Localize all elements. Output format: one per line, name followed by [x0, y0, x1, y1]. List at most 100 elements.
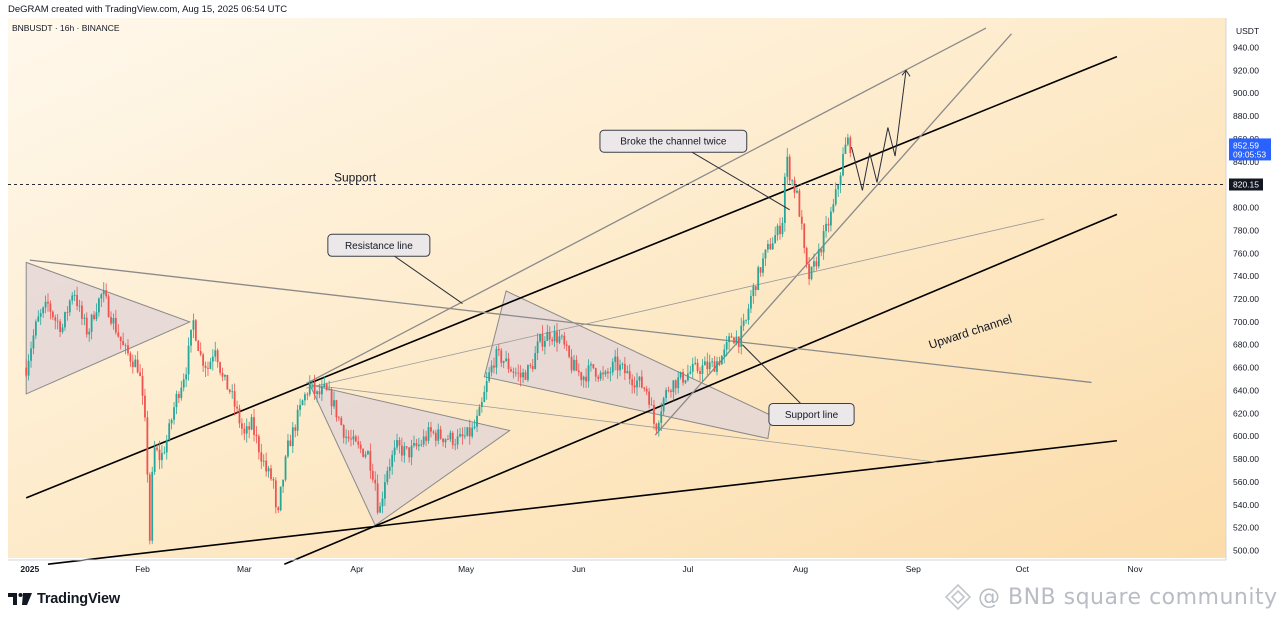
- candle: [759, 266, 762, 277]
- candle: [798, 188, 801, 218]
- candle: [110, 311, 112, 326]
- candle: [173, 402, 175, 425]
- candle: [88, 328, 91, 342]
- support-price-value: 820.15: [1233, 180, 1259, 190]
- candle: [197, 339, 200, 352]
- candle: [144, 388, 146, 422]
- candle: [454, 438, 457, 451]
- candle: [112, 313, 115, 330]
- candle: [359, 441, 362, 454]
- candle: [165, 434, 168, 460]
- candle: [813, 253, 815, 273]
- candle: [577, 363, 580, 377]
- trendline-upward-channel-upper[interactable]: [25, 55, 1118, 499]
- candle: [522, 368, 524, 384]
- time-tick: Feb: [135, 564, 150, 574]
- candle: [340, 416, 343, 426]
- candle: [337, 416, 340, 422]
- candle: [253, 409, 255, 442]
- time-tick: 2025: [20, 564, 39, 574]
- annotation-box[interactable]: [768, 402, 855, 426]
- candle: [490, 360, 493, 377]
- annotation-text: Resistance line: [345, 241, 413, 252]
- candle: [611, 358, 614, 376]
- candle: [570, 349, 573, 374]
- trendline-thin-diagonal[interactable]: [306, 218, 1045, 389]
- candle: [335, 399, 338, 422]
- candle: [733, 336, 735, 344]
- candle: [190, 329, 192, 353]
- candle: [151, 466, 154, 544]
- price-tick: 740.00: [1233, 271, 1259, 281]
- candle: [357, 435, 360, 449]
- candle: [325, 382, 328, 392]
- candle: [73, 290, 76, 302]
- candle: [514, 367, 517, 377]
- candle: [471, 422, 474, 439]
- price-tick: 720.00: [1233, 294, 1259, 304]
- candle: [49, 300, 52, 320]
- candle: [689, 365, 692, 375]
- candle: [466, 426, 469, 437]
- candle: [97, 297, 100, 317]
- candle: [141, 368, 144, 405]
- candle: [607, 367, 609, 379]
- annotation-box[interactable]: [599, 129, 748, 153]
- pattern-triangle-jan[interactable]: [25, 261, 192, 395]
- candle: [846, 133, 849, 147]
- candle: [386, 466, 389, 485]
- trendline-outer-channel[interactable]: [305, 27, 987, 385]
- candle: [643, 386, 646, 392]
- candle: [131, 354, 134, 374]
- candle: [810, 266, 813, 281]
- candle: [277, 506, 280, 513]
- candle: [674, 379, 677, 395]
- time-tick: May: [458, 564, 475, 574]
- trendline-upward-channel-lower[interactable]: [284, 213, 1118, 565]
- price-axis[interactable]: 940.00920.00900.00880.00860.00840.00820.…: [1229, 43, 1271, 556]
- candle: [354, 434, 357, 443]
- candle: [219, 361, 221, 376]
- candle: [291, 421, 294, 453]
- candle: [793, 176, 796, 199]
- candle: [238, 404, 241, 428]
- trendline-bottom-support[interactable]: [47, 439, 1118, 566]
- price-tick: 780.00: [1233, 225, 1259, 235]
- candle: [209, 357, 212, 370]
- candle: [536, 333, 539, 361]
- price-tick: 580.00: [1233, 454, 1259, 464]
- trendline-flag-extension[interactable]: [309, 384, 939, 463]
- last-price-value: 852.59: [1233, 140, 1259, 150]
- price-tick: 760.00: [1233, 248, 1259, 258]
- time-axis[interactable]: 2025 Feb Mar Apr May Jun Jul Aug Sep Oct Nov: [20, 564, 1143, 574]
- candle: [762, 252, 764, 277]
- candle: [800, 209, 803, 230]
- tradingview-logo[interactable]: TradingView: [8, 591, 120, 607]
- candle: [825, 215, 827, 238]
- candle: [158, 440, 161, 470]
- candle: [124, 343, 127, 355]
- candle: [127, 339, 129, 356]
- candle: [796, 187, 798, 194]
- candle: [224, 374, 226, 381]
- annotation-box[interactable]: [327, 233, 431, 257]
- candle: [30, 341, 32, 368]
- candle: [546, 324, 549, 342]
- tradingview-logo-text: TradingView: [37, 591, 120, 607]
- candle: [199, 342, 202, 357]
- candle: [226, 374, 229, 390]
- price-tick: 640.00: [1233, 385, 1259, 395]
- trendline-resistance-line[interactable]: [29, 259, 1092, 384]
- candle: [728, 332, 731, 351]
- candle: [694, 356, 697, 366]
- candle: [170, 418, 173, 430]
- candle: [543, 336, 546, 355]
- candle: [548, 326, 551, 347]
- candle: [81, 300, 83, 326]
- candle: [345, 429, 348, 445]
- candle: [214, 341, 217, 362]
- candle: [347, 430, 350, 443]
- candle: [660, 402, 663, 431]
- price-chart[interactable]: Support Broke the channel twice Resistance…: [0, 18, 1280, 580]
- candle: [311, 381, 314, 389]
